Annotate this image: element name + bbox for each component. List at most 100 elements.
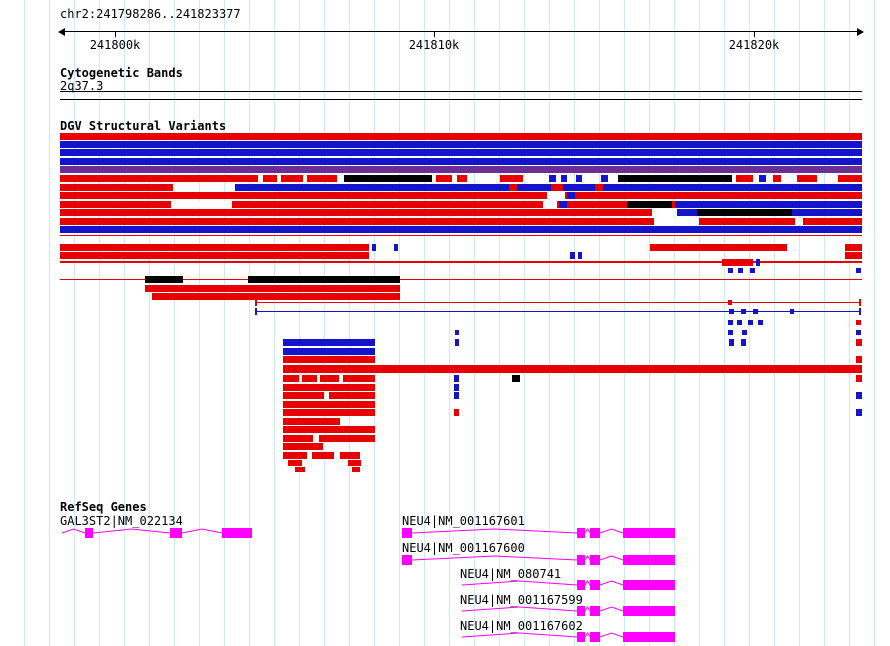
variant-bar[interactable] — [60, 149, 862, 156]
variant-bar[interactable] — [454, 384, 459, 391]
variant-bar[interactable] — [773, 175, 781, 182]
variant-bar[interactable] — [758, 320, 763, 325]
variant-bar[interactable] — [60, 158, 862, 165]
variant-bar[interactable] — [283, 418, 340, 425]
variant-bar[interactable] — [60, 261, 862, 263]
variant-bar[interactable] — [320, 375, 339, 382]
variant-bar[interactable] — [627, 201, 672, 208]
gene-exon[interactable] — [623, 580, 675, 590]
variant-bar[interactable] — [856, 320, 861, 325]
variant-bar[interactable] — [856, 375, 862, 382]
variant-bar[interactable] — [797, 175, 817, 182]
variant-bar[interactable] — [509, 184, 517, 191]
variant-bar[interactable] — [436, 175, 452, 182]
variant-bar[interactable] — [652, 209, 677, 216]
cytoband-track[interactable] — [60, 91, 862, 100]
variant-bar[interactable] — [295, 467, 305, 472]
gene-exon[interactable] — [590, 606, 600, 616]
variant-bar[interactable] — [559, 201, 567, 208]
variant-bar[interactable] — [60, 175, 258, 182]
variant-bar[interactable] — [283, 443, 323, 450]
variant-bar[interactable] — [790, 309, 794, 314]
variant-bar[interactable] — [737, 320, 742, 325]
variant-bar[interactable] — [561, 175, 567, 182]
variant-bar[interactable] — [457, 175, 467, 182]
gene-exon[interactable] — [623, 555, 675, 565]
gene-exon[interactable] — [577, 580, 585, 590]
variant-bar[interactable] — [856, 268, 861, 273]
gene-exon[interactable] — [402, 528, 412, 538]
variant-bar[interactable] — [255, 302, 861, 303]
variant-bar[interactable] — [60, 279, 862, 280]
variant-bar[interactable] — [60, 226, 862, 233]
variant-bar[interactable] — [283, 375, 299, 382]
variant-bar[interactable] — [152, 293, 400, 300]
variant-bar[interactable] — [654, 218, 699, 225]
gene-exon[interactable] — [402, 555, 412, 565]
variant-bar[interactable] — [512, 375, 520, 382]
variant-bar[interactable] — [171, 201, 232, 208]
variant-bar[interactable] — [288, 460, 302, 466]
variant-bar[interactable] — [454, 375, 459, 382]
gene-label[interactable]: NEU4|NM_001167602 — [460, 619, 583, 633]
variant-bar[interactable] — [60, 141, 862, 148]
variant-bar[interactable] — [845, 252, 862, 259]
variant-bar[interactable] — [312, 452, 334, 459]
variant-bar[interactable] — [60, 166, 862, 173]
variant-bar[interactable] — [329, 392, 375, 399]
variant-bar[interactable] — [255, 308, 257, 315]
variant-bar[interactable] — [60, 244, 369, 251]
variant-bar[interactable] — [255, 299, 257, 306]
variant-bar[interactable] — [601, 175, 608, 182]
variant-bar[interactable] — [60, 133, 862, 140]
variant-bar[interactable] — [728, 300, 732, 305]
variant-bar[interactable] — [302, 375, 317, 382]
variant-bar[interactable] — [859, 299, 861, 306]
variant-bar[interactable] — [729, 339, 734, 346]
variant-bar[interactable] — [283, 348, 375, 355]
variant-bar[interactable] — [352, 467, 360, 472]
gene-exon[interactable] — [577, 528, 585, 538]
variant-bar[interactable] — [838, 175, 862, 182]
variant-bar[interactable] — [675, 201, 862, 208]
variant-bar[interactable] — [856, 356, 862, 363]
variant-bar[interactable] — [283, 435, 313, 442]
variant-bar[interactable] — [859, 308, 861, 315]
variant-bar[interactable] — [283, 384, 375, 391]
variant-bar[interactable] — [728, 268, 733, 273]
variant-bar[interactable] — [856, 392, 862, 399]
variant-bar[interactable] — [372, 244, 376, 251]
variant-bar[interactable] — [856, 339, 862, 346]
variant-bar[interactable] — [500, 175, 523, 182]
variant-bar[interactable] — [722, 259, 753, 266]
gene-label[interactable]: GAL3ST2|NM_022134 — [60, 514, 183, 528]
variant-bar[interactable] — [343, 375, 375, 382]
variant-bar[interactable] — [60, 192, 862, 199]
gene-exon[interactable] — [623, 528, 675, 538]
variant-bar[interactable] — [455, 339, 459, 346]
variant-bar[interactable] — [283, 339, 375, 346]
gene-label[interactable]: NEU4|NM_001167601 — [402, 514, 525, 528]
gene-exon[interactable] — [590, 528, 600, 538]
gene-label[interactable]: NEU4|NM_001167600 — [402, 541, 525, 555]
variant-bar[interactable] — [543, 201, 557, 208]
gene-label[interactable]: NEU4|NM_001167599 — [460, 593, 583, 607]
variant-bar[interactable] — [255, 311, 861, 312]
variant-bar[interactable] — [736, 175, 753, 182]
variant-bar[interactable] — [283, 426, 375, 433]
variant-bar[interactable] — [283, 365, 862, 373]
variant-bar[interactable] — [307, 175, 337, 182]
variant-bar[interactable] — [344, 175, 432, 182]
gene-exon[interactable] — [590, 555, 600, 565]
variant-bar[interactable] — [454, 409, 459, 416]
variant-bar[interactable] — [248, 276, 400, 283]
ruler-line[interactable] — [60, 31, 862, 32]
gene-exon[interactable] — [85, 528, 93, 538]
variant-bar[interactable] — [741, 309, 746, 314]
variant-bar[interactable] — [281, 175, 303, 182]
variant-bar[interactable] — [551, 184, 563, 191]
variant-bar[interactable] — [549, 175, 556, 182]
gene-exon[interactable] — [590, 580, 600, 590]
variant-bar[interactable] — [60, 252, 369, 259]
gene-exon[interactable] — [623, 606, 675, 616]
